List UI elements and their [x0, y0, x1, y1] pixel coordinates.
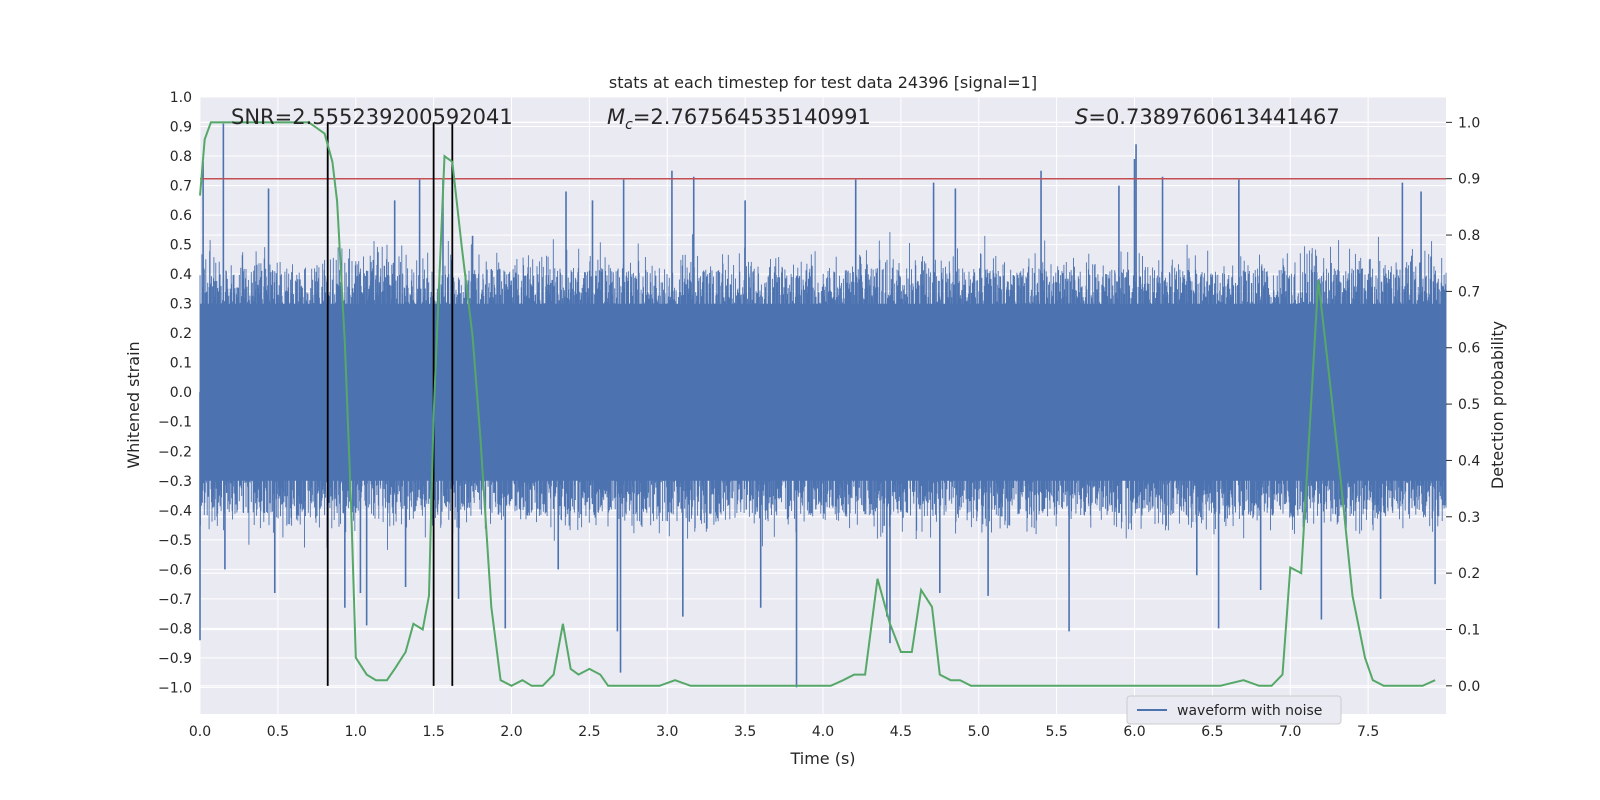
y-tick-label: 0.4 [170, 267, 192, 283]
y-tick-label: 0.1 [170, 356, 192, 372]
y-right-tick-label: 0.8 [1458, 228, 1480, 244]
s-value: =0.7389760613441467 [1088, 105, 1339, 129]
x-tick-label: 5.0 [968, 724, 990, 740]
waveform-core [200, 303, 1446, 481]
y-right-tick-labels: 1.0 0.9 0.8 0.7 0.6 0.5 0.4 0.3 0.2 0.1 0.0 [1446, 115, 1480, 695]
y-right-tick-label: 0.2 [1458, 566, 1480, 582]
y-tick-label: −0.9 [158, 651, 192, 667]
x-tick-label: 0.5 [267, 724, 289, 740]
y-right-tick-label: 0.9 [1458, 172, 1480, 188]
y-tick-label: 0.6 [170, 208, 192, 224]
x-axis-label: Time (s) [789, 749, 855, 768]
y-axis-label: Whitened strain [124, 341, 143, 468]
y-tick-labels: 1.0 0.9 0.8 0.7 0.6 0.5 0.4 0.3 0.2 0.1 0.0 −0.1 −0.… [158, 90, 192, 696]
y-right-tick-label: 0.4 [1458, 453, 1480, 469]
y-tick-label: −0.3 [158, 474, 192, 490]
x-tick-label: 4.5 [890, 724, 912, 740]
x-tick-label: 6.0 [1123, 724, 1145, 740]
legend-label: waveform with noise [1177, 703, 1322, 719]
y-tick-label: 0.3 [170, 297, 192, 313]
y-tick-label: −0.8 [158, 621, 192, 637]
y-tick-label: −0.2 [158, 444, 192, 460]
chart-title: stats at each timestep for test data 243… [609, 73, 1037, 92]
x-tick-label: 6.5 [1201, 724, 1223, 740]
x-tick-label: 5.5 [1045, 724, 1067, 740]
y-tick-label: 1.0 [170, 90, 192, 106]
y-tick-label: −0.6 [158, 562, 192, 578]
y-right-tick-label: 1.0 [1458, 115, 1480, 131]
y-tick-label: 0.9 [170, 120, 192, 136]
mc-subscript: c [625, 117, 633, 133]
y-tick-label: −0.5 [158, 533, 192, 549]
y-tick-label: 0.7 [170, 179, 192, 195]
legend: waveform with noise [1126, 695, 1342, 725]
y-tick-label: −1.0 [158, 680, 192, 696]
waveform-series [199, 123, 1447, 688]
y-right-tick-label: 0.3 [1458, 510, 1480, 526]
x-tick-label: 1.0 [345, 724, 367, 740]
x-tick-label: 1.5 [422, 724, 444, 740]
x-tick-label: 2.0 [500, 724, 522, 740]
x-tick-label: 2.5 [578, 724, 600, 740]
y-tick-label: 0.2 [170, 326, 192, 342]
legend-box [1126, 695, 1342, 725]
x-tick-label: 3.5 [734, 724, 756, 740]
chirp-mass-annotation: Mc=2.767564535140991 [607, 105, 871, 133]
s-symbol: S [1075, 105, 1088, 129]
snr-annotation: SNR=2.555239200592041 [231, 105, 513, 129]
x-tick-label: 7.5 [1357, 724, 1379, 740]
y-tick-label: −0.1 [158, 415, 192, 431]
s-annotation: S=0.7389760613441467 [1075, 105, 1340, 129]
mc-symbol: M [607, 105, 625, 129]
y-tick-label: 0.0 [170, 385, 192, 401]
y-tick-label: 0.5 [170, 238, 192, 254]
x-tick-label: 4.0 [812, 724, 834, 740]
y-tick-label: −0.7 [158, 592, 192, 608]
mc-value: =2.767564535140991 [633, 105, 871, 129]
detection-probability-line [199, 121, 1436, 687]
x-tick-label: 7.0 [1279, 724, 1301, 740]
y-right-tick-label: 0.7 [1458, 284, 1480, 300]
y-tick-label: 0.8 [170, 149, 192, 165]
y-right-tick-label: 0.0 [1458, 679, 1480, 695]
y-tick-label: −0.4 [158, 503, 192, 519]
y-right-axis-label: Detection probability [1488, 321, 1507, 489]
y-right-tick-label: 0.1 [1458, 622, 1480, 638]
x-tick-labels: 0.0 0.5 1.0 1.5 2.0 2.5 3.0 3.5 4.0 4.5 5.0 5.5 6.0 6… [189, 724, 1379, 740]
y-right-tick-label: 0.5 [1458, 397, 1480, 413]
y-right-tick-label: 0.6 [1458, 341, 1480, 357]
x-tick-label: 3.0 [656, 724, 678, 740]
x-tick-label: 0.0 [189, 724, 211, 740]
